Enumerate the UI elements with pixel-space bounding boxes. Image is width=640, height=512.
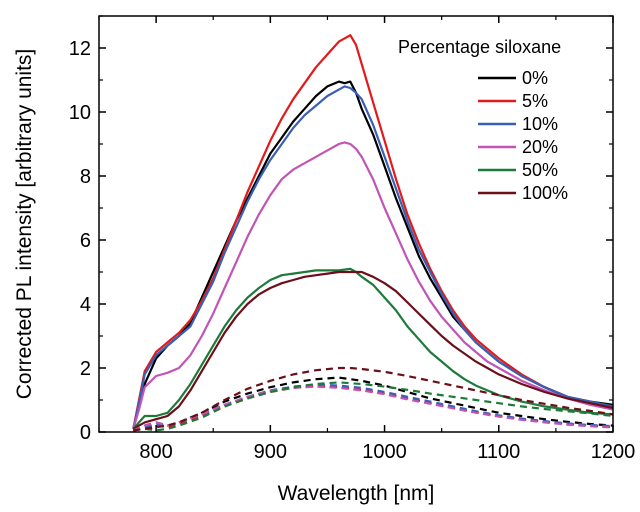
x-tick-label: 900: [254, 441, 287, 463]
x-axis-title: Wavelength [nm]: [278, 482, 435, 505]
legend: Percentage siloxane 0% 5% 10% 20% 50% 100%: [398, 37, 568, 203]
plot-frame: [98, 15, 614, 433]
tick-labels: 800 900 1000 1100 1200 0 2 4 6 8 10 12: [69, 38, 636, 463]
dashed-series-line-11: [133, 366, 614, 432]
legend-label: 20%: [522, 137, 558, 157]
series-line-1: [132, 34, 614, 430]
series-line-2: [132, 85, 614, 430]
y-tick-label: 0: [80, 422, 91, 444]
legend-label: 5%: [522, 91, 548, 111]
y-tick-label: 8: [80, 166, 91, 188]
x-tick-label: 1000: [362, 441, 407, 463]
dashed-series-line-7: [133, 385, 614, 432]
dashed-series-line-10: [133, 381, 614, 432]
y-axis-title: Corrected PL intensity [arbitrary units]: [13, 49, 36, 400]
legend-label: 50%: [522, 160, 558, 180]
dashed-series-line-9: [132, 385, 614, 432]
series-line-5: [132, 270, 614, 430]
plot-lines: [132, 34, 614, 432]
series-line-4: [132, 267, 614, 430]
legend-title: Percentage siloxane: [398, 37, 561, 57]
series-line-3: [132, 141, 614, 430]
y-tick-label: 6: [80, 230, 91, 252]
axis-ticks: [98, 15, 614, 433]
y-tick-label: 2: [80, 358, 91, 380]
x-tick-label: 1100: [477, 441, 520, 463]
x-tick-label: 1200: [591, 441, 636, 463]
legend-label: 100%: [522, 183, 568, 203]
y-tick-label: 12: [69, 38, 91, 60]
x-tick-label: 800: [139, 441, 172, 463]
y-tick-label: 4: [80, 294, 91, 316]
legend-label: 0%: [522, 68, 548, 88]
legend-items: 0% 5% 10% 20% 50% 100%: [478, 68, 568, 203]
legend-label: 10%: [522, 114, 558, 134]
y-tick-label: 10: [69, 102, 91, 124]
dashed-series-line-8: [133, 383, 614, 432]
